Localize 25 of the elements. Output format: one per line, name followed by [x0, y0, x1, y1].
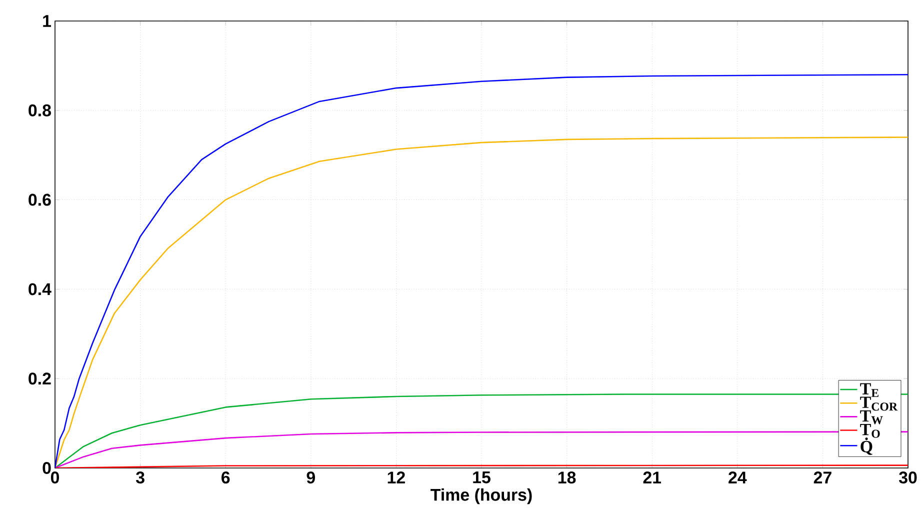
x-tick-label: 18	[558, 472, 576, 484]
x-tick-label: 30	[898, 472, 917, 484]
legend-label: Q̇	[860, 438, 872, 455]
y-tick-label: 0.6	[28, 194, 51, 206]
line-series	[55, 136, 908, 468]
x-tick-label: 6	[222, 472, 230, 484]
x-tick-label: 24	[728, 472, 747, 484]
y-tick-label: 0.4	[28, 283, 52, 296]
y-tick-label: 0.8	[28, 104, 51, 116]
x-tick-label: 9	[306, 472, 315, 484]
x-tick-label: 3	[136, 472, 144, 484]
x-tick-label: 27	[814, 472, 832, 484]
legend-label: T$_{COR}$	[860, 396, 898, 411]
x-axis-title: Time (hours)	[430, 488, 532, 504]
line-series	[55, 74, 908, 468]
legend-label: T$_{W}$	[860, 410, 883, 424]
y-tick-label: 1	[43, 15, 52, 27]
legend-label: T$_{E}$	[860, 383, 878, 397]
x-tick-label: 21	[643, 472, 662, 484]
x-tick-label: 0	[50, 472, 60, 484]
x-tick-label: 15	[473, 472, 490, 484]
legend-label: T$_{O}$	[860, 424, 880, 438]
x-tick-label: 12	[388, 472, 405, 484]
y-tick-label: 0	[42, 462, 51, 474]
y-tick-label: 0.2	[28, 372, 51, 385]
